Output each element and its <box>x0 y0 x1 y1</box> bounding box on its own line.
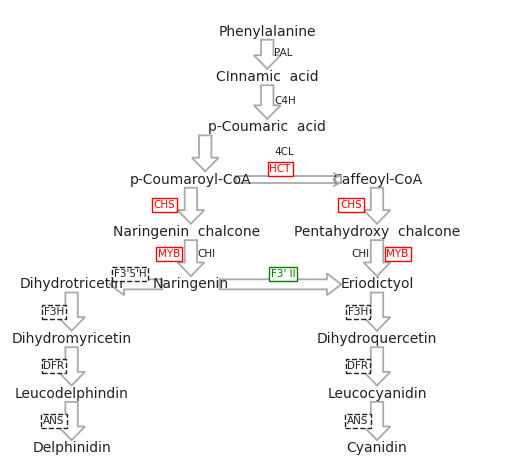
Text: Cyanidin: Cyanidin <box>346 441 407 455</box>
Text: CHS: CHS <box>154 200 175 210</box>
Text: Leucodelphindin: Leucodelphindin <box>15 386 128 401</box>
Text: HCT: HCT <box>269 164 290 174</box>
Polygon shape <box>58 347 85 385</box>
Text: CInnamic  acid: CInnamic acid <box>215 70 318 84</box>
Text: PAL: PAL <box>274 48 292 58</box>
Text: p-Coumaric  acid: p-Coumaric acid <box>208 120 326 134</box>
Polygon shape <box>191 135 218 171</box>
Text: F3H: F3H <box>347 307 367 316</box>
Text: CHI: CHI <box>196 249 215 259</box>
Polygon shape <box>363 188 389 224</box>
Text: F3H: F3H <box>44 307 64 316</box>
Text: F3'5'H: F3'5'H <box>114 269 146 279</box>
Text: Pentahydroxy  chalcone: Pentahydroxy chalcone <box>293 225 459 239</box>
Polygon shape <box>177 188 204 224</box>
Text: MYB: MYB <box>158 249 180 259</box>
Text: CHS: CHS <box>340 200 361 210</box>
Polygon shape <box>253 85 280 119</box>
Text: Leucocyanidin: Leucocyanidin <box>327 386 426 401</box>
Polygon shape <box>58 292 85 331</box>
Polygon shape <box>363 402 389 440</box>
Text: Phenylalanine: Phenylalanine <box>218 25 316 38</box>
Text: ANS: ANS <box>43 416 65 426</box>
Text: p-Coumaroyl-CoA: p-Coumaroyl-CoA <box>130 173 251 186</box>
Text: DFR: DFR <box>347 361 367 371</box>
Polygon shape <box>363 240 389 276</box>
Polygon shape <box>363 347 389 385</box>
Text: Naringenin: Naringenin <box>153 277 229 291</box>
Polygon shape <box>109 273 162 295</box>
Text: Dihydrotricetin: Dihydrotricetin <box>20 277 123 291</box>
Polygon shape <box>219 273 341 295</box>
Text: MYB: MYB <box>386 249 408 259</box>
Text: ANS: ANS <box>347 416 368 426</box>
Text: Dihydromyricetin: Dihydromyricetin <box>12 332 131 346</box>
Polygon shape <box>363 292 389 331</box>
Text: Delphinidin: Delphinidin <box>32 441 111 455</box>
Text: C4H: C4H <box>274 96 296 106</box>
Text: 4CL: 4CL <box>274 147 294 157</box>
Polygon shape <box>177 240 204 276</box>
Text: Dihydroquercetin: Dihydroquercetin <box>316 332 436 346</box>
Text: F3' II: F3' II <box>270 269 295 279</box>
Text: Caffeoyl-CoA: Caffeoyl-CoA <box>331 173 421 186</box>
Polygon shape <box>58 402 85 440</box>
Text: Naringenin  chalcone: Naringenin chalcone <box>112 225 259 239</box>
Text: Eriodictyol: Eriodictyol <box>340 277 413 291</box>
Text: DFR: DFR <box>43 361 64 371</box>
Text: CHI: CHI <box>351 249 369 259</box>
Polygon shape <box>253 40 280 69</box>
